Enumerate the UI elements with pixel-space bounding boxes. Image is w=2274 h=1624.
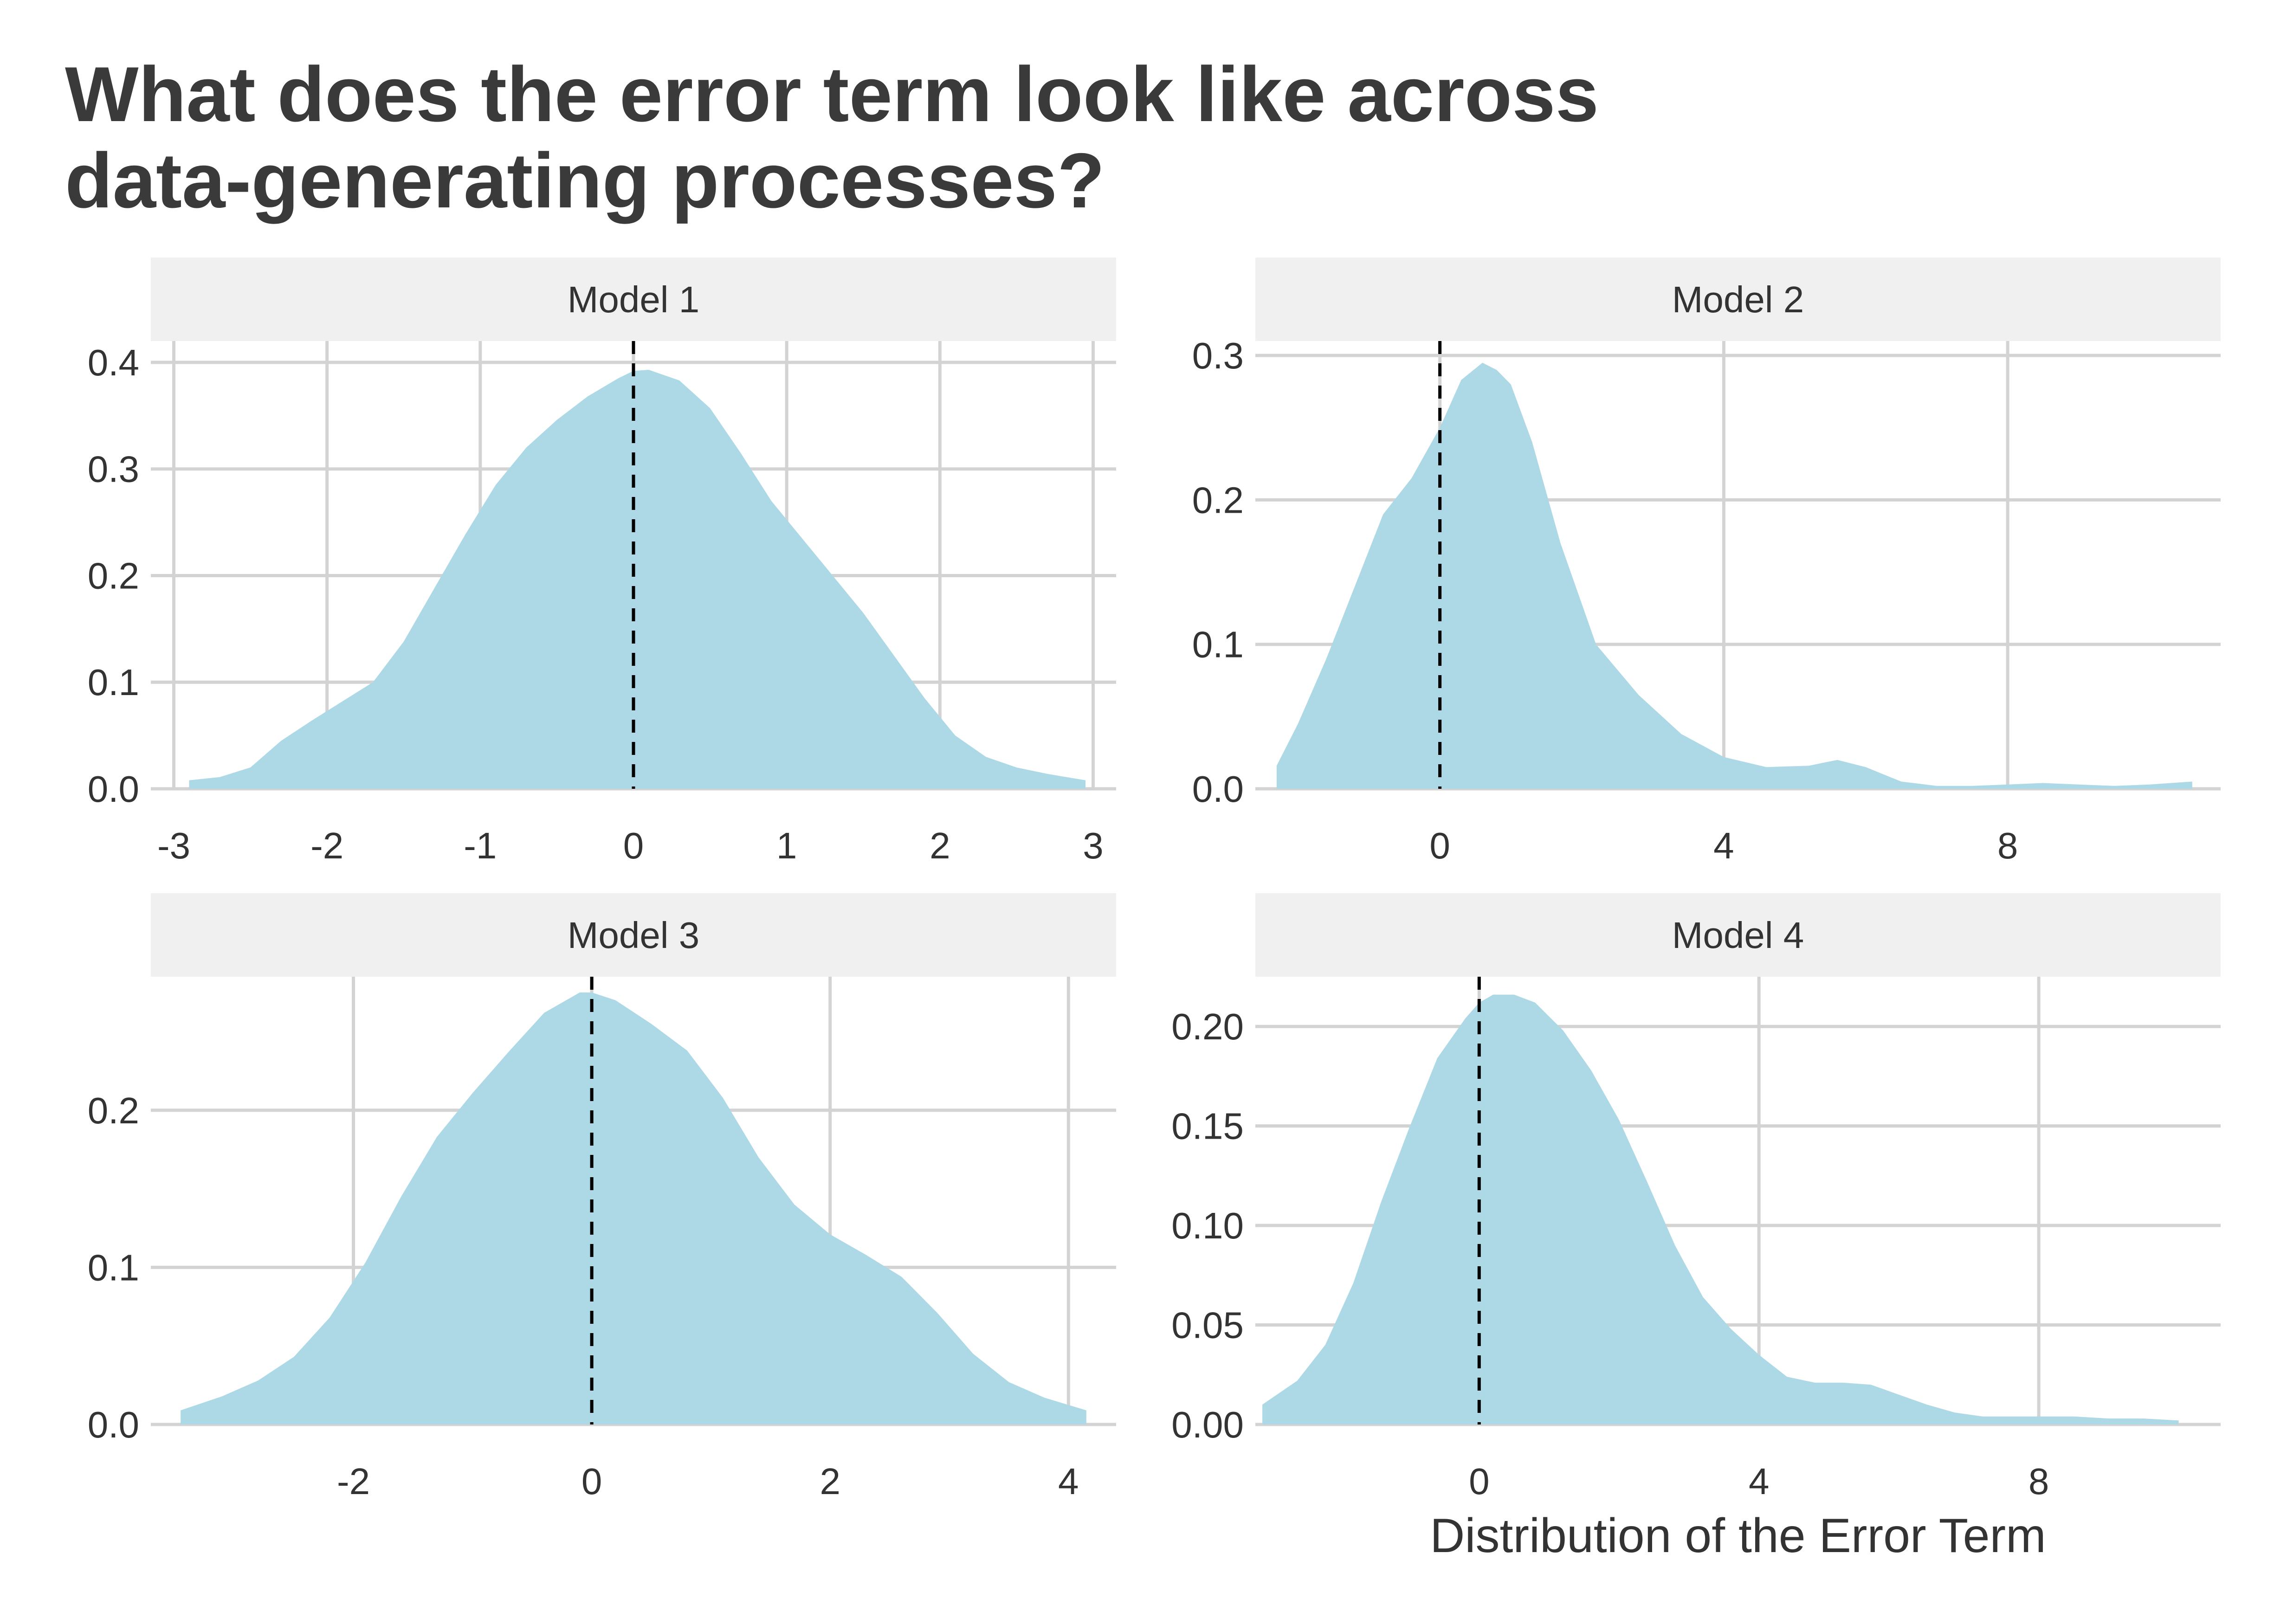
panel-model-2-x-tick-label: 0 bbox=[1429, 825, 1450, 866]
panel-model-1-y-tick-label: 0.1 bbox=[88, 662, 139, 703]
chart-title-line-2: data-generating processes? bbox=[65, 137, 1105, 224]
panel-model-1-y-tick-label: 0.0 bbox=[88, 768, 139, 810]
panel-model-1-x-tick-label: 1 bbox=[776, 825, 797, 866]
panel-model-1-x-tick-label: -1 bbox=[464, 825, 497, 866]
panel-model-1-strip-label: Model 1 bbox=[568, 279, 700, 320]
panel-model-3-strip-label: Model 3 bbox=[568, 915, 700, 956]
panel-model-3-y-tick-label: 0.1 bbox=[88, 1247, 139, 1288]
panel-model-2-strip bbox=[1255, 258, 2221, 341]
panel-model-3-strip bbox=[151, 893, 1116, 977]
panel-model-2-y-tick-label: 0.2 bbox=[1192, 479, 1244, 521]
panel-model-4-y-tick-label: 0.00 bbox=[1171, 1404, 1244, 1445]
panel-model-1-x-tick-label: 2 bbox=[930, 825, 950, 866]
panel-model-4-y-tick-label: 0.20 bbox=[1171, 1006, 1244, 1047]
panel-model-1-x-tick-label: -3 bbox=[157, 825, 190, 866]
chart-title-line-1: What does the error term look like acros… bbox=[65, 51, 1599, 138]
panel-model-3-y-tick-label: 0.0 bbox=[88, 1404, 139, 1445]
panel-model-4-y-tick-label: 0.05 bbox=[1171, 1305, 1244, 1346]
panel-model-1-x-tick-label: 3 bbox=[1083, 825, 1104, 866]
panel-model-2-y-tick-label: 0.1 bbox=[1192, 624, 1244, 665]
panel-model-3-density-area bbox=[181, 992, 1086, 1424]
panel-model-1-y-tick-label: 0.4 bbox=[88, 342, 139, 383]
panel-model-3-y-tick-label: 0.2 bbox=[88, 1090, 139, 1131]
panel-model-2-x-tick-label: 4 bbox=[1713, 825, 1734, 866]
panel-model-1-x-tick-label: -2 bbox=[310, 825, 343, 866]
panel-model-2-y-tick-label: 0.3 bbox=[1192, 335, 1244, 376]
panel-model-1: Model 1 -3 -2 -1 0 1 2 3 0.0 0.1 0.2 0.3 0.4 bbox=[88, 258, 1116, 866]
panel-model-3: Model 3 -2 0 2 4 0.0 0.1 0.2 bbox=[88, 893, 1116, 1502]
panel-model-4-y-tick-label: 0.10 bbox=[1171, 1205, 1244, 1246]
panel-model-4: Model 4 0 4 8 0.00 0.05 0.10 0.15 0.20 bbox=[1171, 893, 2221, 1502]
panel-model-4-x-tick-label: 8 bbox=[2029, 1461, 2049, 1502]
panel-model-2: Model 2 0 4 8 0.0 0.1 0.2 0.3 bbox=[1192, 258, 2221, 866]
panel-model-4-strip bbox=[1255, 893, 2221, 977]
panel-model-1-density-area bbox=[189, 370, 1085, 789]
panel-model-1-x-tick-label: 0 bbox=[623, 825, 644, 866]
chart-title: What does the error term look like acros… bbox=[65, 51, 2200, 224]
panel-model-3-x-tick-label: -2 bbox=[337, 1461, 370, 1502]
panel-model-4-y-tick-label: 0.15 bbox=[1171, 1106, 1244, 1147]
panel-model-3-x-tick-label: 2 bbox=[820, 1461, 840, 1502]
panel-model-1-strip bbox=[151, 258, 1116, 341]
panel-model-4-strip-label: Model 4 bbox=[1672, 915, 1804, 956]
panel-model-4-density-area bbox=[1262, 994, 2179, 1424]
panel-model-2-density-area bbox=[1276, 362, 2192, 789]
panel-model-3-x-tick-label: 0 bbox=[581, 1461, 602, 1502]
panel-model-1-y-tick-label: 0.2 bbox=[88, 555, 139, 596]
panel-model-4-x-tick-label: 4 bbox=[1749, 1461, 1770, 1502]
panel-model-2-x-tick-label: 8 bbox=[1997, 825, 2018, 866]
x-axis-title: Distribution of the Error Term bbox=[1430, 1509, 2046, 1563]
panel-model-1-y-tick-label: 0.3 bbox=[88, 449, 139, 490]
panel-model-4-x-tick-label: 0 bbox=[1469, 1461, 1490, 1502]
panel-model-2-strip-label: Model 2 bbox=[1672, 279, 1804, 320]
panel-model-3-x-tick-label: 4 bbox=[1058, 1461, 1079, 1502]
panel-model-2-y-tick-label: 0.0 bbox=[1192, 768, 1244, 810]
